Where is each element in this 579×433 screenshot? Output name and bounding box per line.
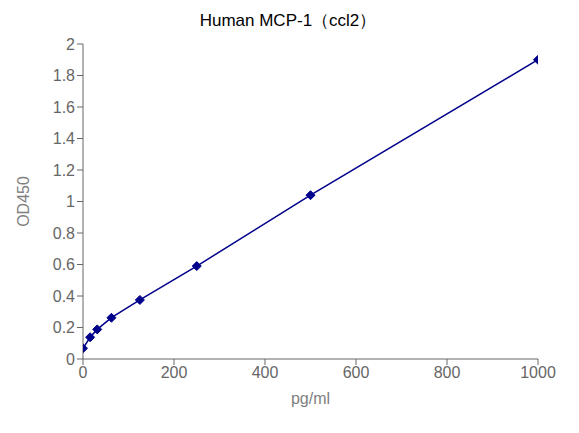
svg-text:0.8: 0.8	[53, 225, 75, 242]
svg-text:1.8: 1.8	[53, 67, 75, 84]
svg-text:200: 200	[161, 364, 188, 381]
html-text:Human MCP-1（ccl2）: Human MCP-1（ccl2）	[199, 11, 377, 30]
svg-text:800: 800	[434, 364, 461, 381]
svg-text:0.2: 0.2	[53, 319, 75, 336]
svg-text:1000: 1000	[520, 364, 556, 381]
svg-text:1.2: 1.2	[53, 162, 75, 179]
svg-text:2: 2	[66, 36, 75, 53]
svg-text:1: 1	[66, 193, 75, 210]
svg-text:0.4: 0.4	[53, 288, 75, 305]
svg-text:0: 0	[79, 364, 88, 381]
svg-text:400: 400	[252, 364, 279, 381]
svg-text:0.6: 0.6	[53, 256, 75, 273]
svg-text:pg/ml: pg/ml	[291, 390, 330, 407]
svg-text:0: 0	[66, 351, 75, 368]
svg-text:1.6: 1.6	[53, 99, 75, 116]
svg-text:OD450: OD450	[15, 176, 32, 227]
svg-text:1.4: 1.4	[53, 130, 75, 147]
svg-text:600: 600	[343, 364, 370, 381]
